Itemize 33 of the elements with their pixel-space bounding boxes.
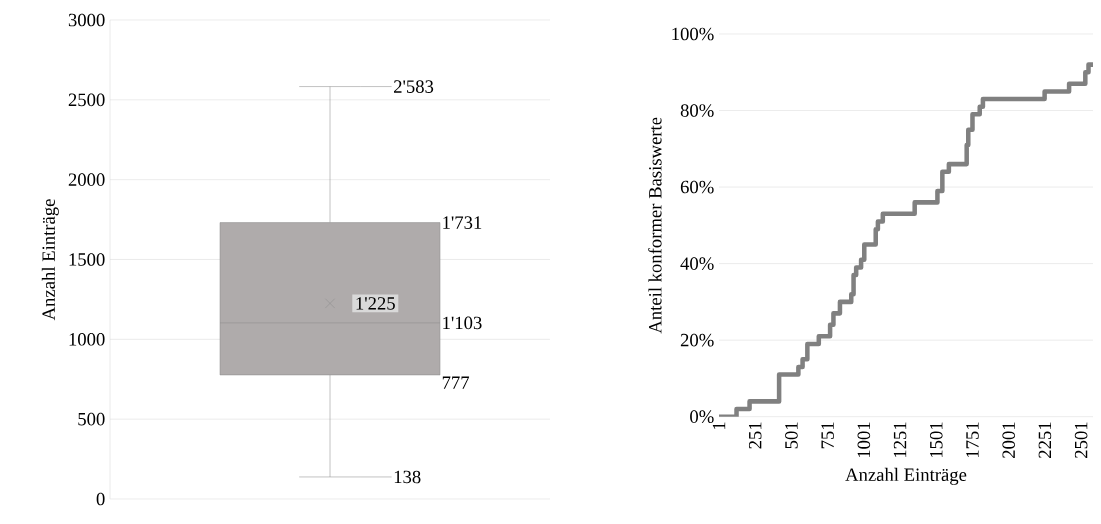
annotation: 1'225	[356, 297, 395, 310]
x-tick-label: 1	[712, 422, 726, 430]
annotation: 1'103	[443, 316, 482, 330]
y-tick-label: 0%	[690, 410, 714, 424]
x-tick-label: 501	[785, 422, 798, 449]
y-tick-label: 2000	[68, 173, 105, 186]
annotation: 2'583	[394, 80, 434, 93]
x-tick-label: 751	[821, 422, 834, 449]
y-tick-label: 80%	[680, 104, 714, 117]
y-tick-label: 100%	[672, 27, 714, 41]
y-axis-title: Anzahl Einträge	[41, 199, 59, 321]
y-tick-label: 60%	[680, 180, 714, 194]
x-tick-label: 2501	[1074, 422, 1088, 458]
y-tick-label: 2500	[68, 93, 105, 107]
x-tick-label: 2001	[1002, 422, 1015, 458]
x-tick-label: 1251	[893, 422, 907, 458]
x-tick-label: 1751	[966, 422, 979, 458]
annotation: 1'731	[443, 216, 482, 229]
y-tick-label: 500	[78, 412, 105, 426]
x-tick-label: 1501	[929, 422, 943, 458]
x-tick-label: 251	[748, 422, 762, 449]
y-tick-label: 3000	[68, 13, 105, 27]
y-axis-title: Anteil konformer Basiswerte	[648, 117, 662, 334]
y-tick-label: 20%	[680, 333, 714, 347]
x-tick-label: 2251	[1038, 422, 1052, 458]
y-tick-label: 40%	[680, 257, 714, 270]
y-tick-label: 0	[96, 492, 105, 506]
x-axis-title: Anzahl Einträge	[845, 467, 967, 485]
annotation: 138	[394, 470, 421, 484]
y-tick-label: 1000	[69, 333, 105, 346]
x-tick-label: 1001	[857, 422, 871, 458]
annotation: 777	[442, 376, 470, 389]
y-tick-label: 1500	[69, 253, 105, 266]
